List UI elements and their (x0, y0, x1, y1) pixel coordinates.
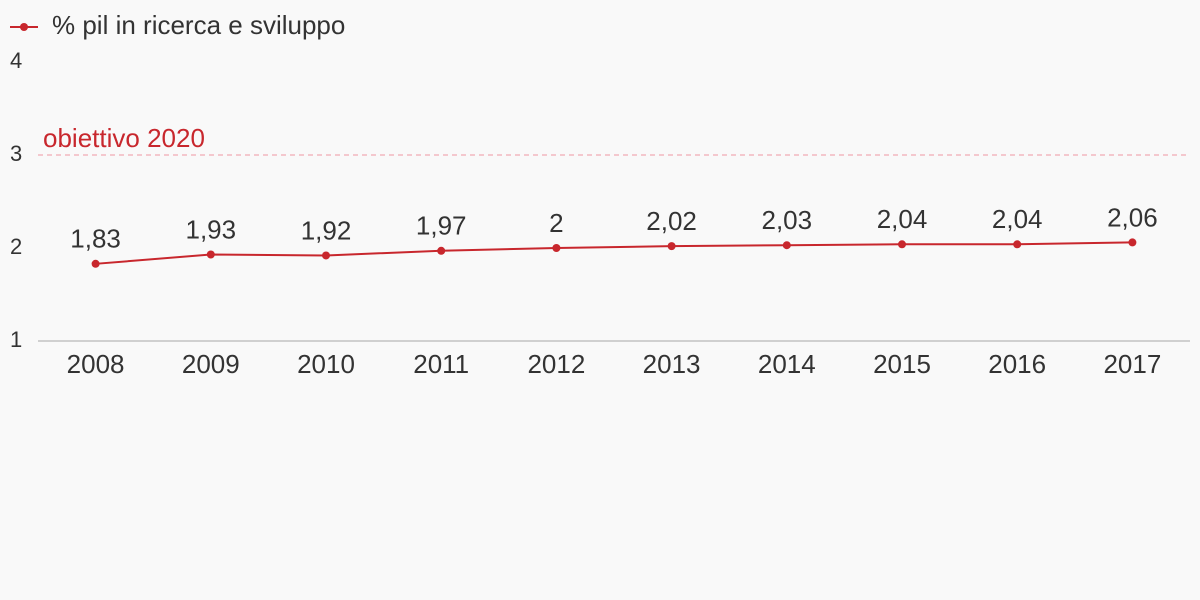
value-label: 2,02 (646, 206, 697, 236)
x-tick-label: 2012 (527, 349, 585, 379)
data-point (322, 251, 330, 260)
data-point (437, 246, 446, 255)
x-tick-label: 2008 (67, 349, 125, 379)
data-point (1013, 240, 1022, 249)
data-point (782, 241, 791, 250)
x-tick-label: 2009 (182, 349, 240, 379)
value-label: 1,83 (70, 224, 121, 254)
value-label: 2,03 (761, 205, 812, 235)
value-label: 2 (549, 208, 563, 238)
data-point (667, 242, 676, 251)
value-label: 2,04 (877, 204, 928, 234)
series-line (95, 241, 1133, 265)
legend-label: % pil in ricerca e sviluppo (52, 10, 345, 40)
x-tick-label: 2015 (873, 349, 931, 379)
value-label: 2,06 (1107, 202, 1158, 232)
y-tick-label: 1 (10, 327, 22, 352)
reference-label: obiettivo 2020 (43, 123, 205, 153)
data-point (206, 250, 215, 259)
x-tick-label: 2013 (643, 349, 701, 379)
x-tick-label: 2016 (988, 349, 1046, 379)
data-point (91, 259, 100, 268)
x-tick-label: 2011 (413, 349, 469, 379)
data-point (898, 240, 906, 249)
value-label: 1,93 (185, 214, 236, 244)
x-tick-label: 2017 (1103, 349, 1161, 379)
legend-marker (20, 23, 28, 31)
y-tick-label: 4 (10, 48, 22, 73)
x-tick-label: 2014 (758, 349, 816, 379)
data-point (552, 244, 561, 252)
y-tick-label: 3 (10, 141, 22, 166)
y-tick-label: 2 (10, 234, 22, 259)
value-label: 1,92 (301, 215, 352, 245)
value-label: 2,04 (992, 204, 1043, 234)
x-tick-label: 2010 (297, 349, 355, 379)
data-point (1128, 238, 1137, 247)
value-label: 1,97 (416, 211, 467, 241)
